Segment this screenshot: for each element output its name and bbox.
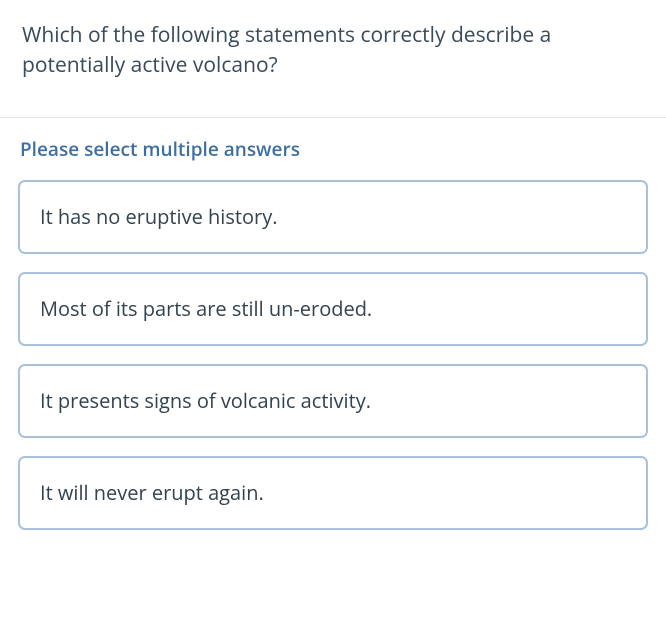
option-2-text: Most of its parts are still un-eroded. bbox=[40, 295, 372, 322]
answers-block: Please select multiple answers It has no… bbox=[0, 118, 666, 548]
option-1[interactable]: It has no eruptive history. bbox=[18, 180, 648, 254]
question-block: Which of the following statements correc… bbox=[0, 0, 666, 117]
instruction-text: Please select multiple answers bbox=[18, 136, 648, 162]
option-3[interactable]: It presents signs of volcanic activity. bbox=[18, 364, 648, 438]
option-2[interactable]: Most of its parts are still un-eroded. bbox=[18, 272, 648, 346]
option-3-text: It presents signs of volcanic activity. bbox=[40, 387, 371, 414]
option-4[interactable]: It will never erupt again. bbox=[18, 456, 648, 530]
option-4-text: It will never erupt again. bbox=[40, 479, 264, 506]
question-text: Which of the following statements correc… bbox=[22, 20, 644, 81]
option-1-text: It has no eruptive history. bbox=[40, 203, 277, 230]
quiz-container: Which of the following statements correc… bbox=[0, 0, 666, 641]
